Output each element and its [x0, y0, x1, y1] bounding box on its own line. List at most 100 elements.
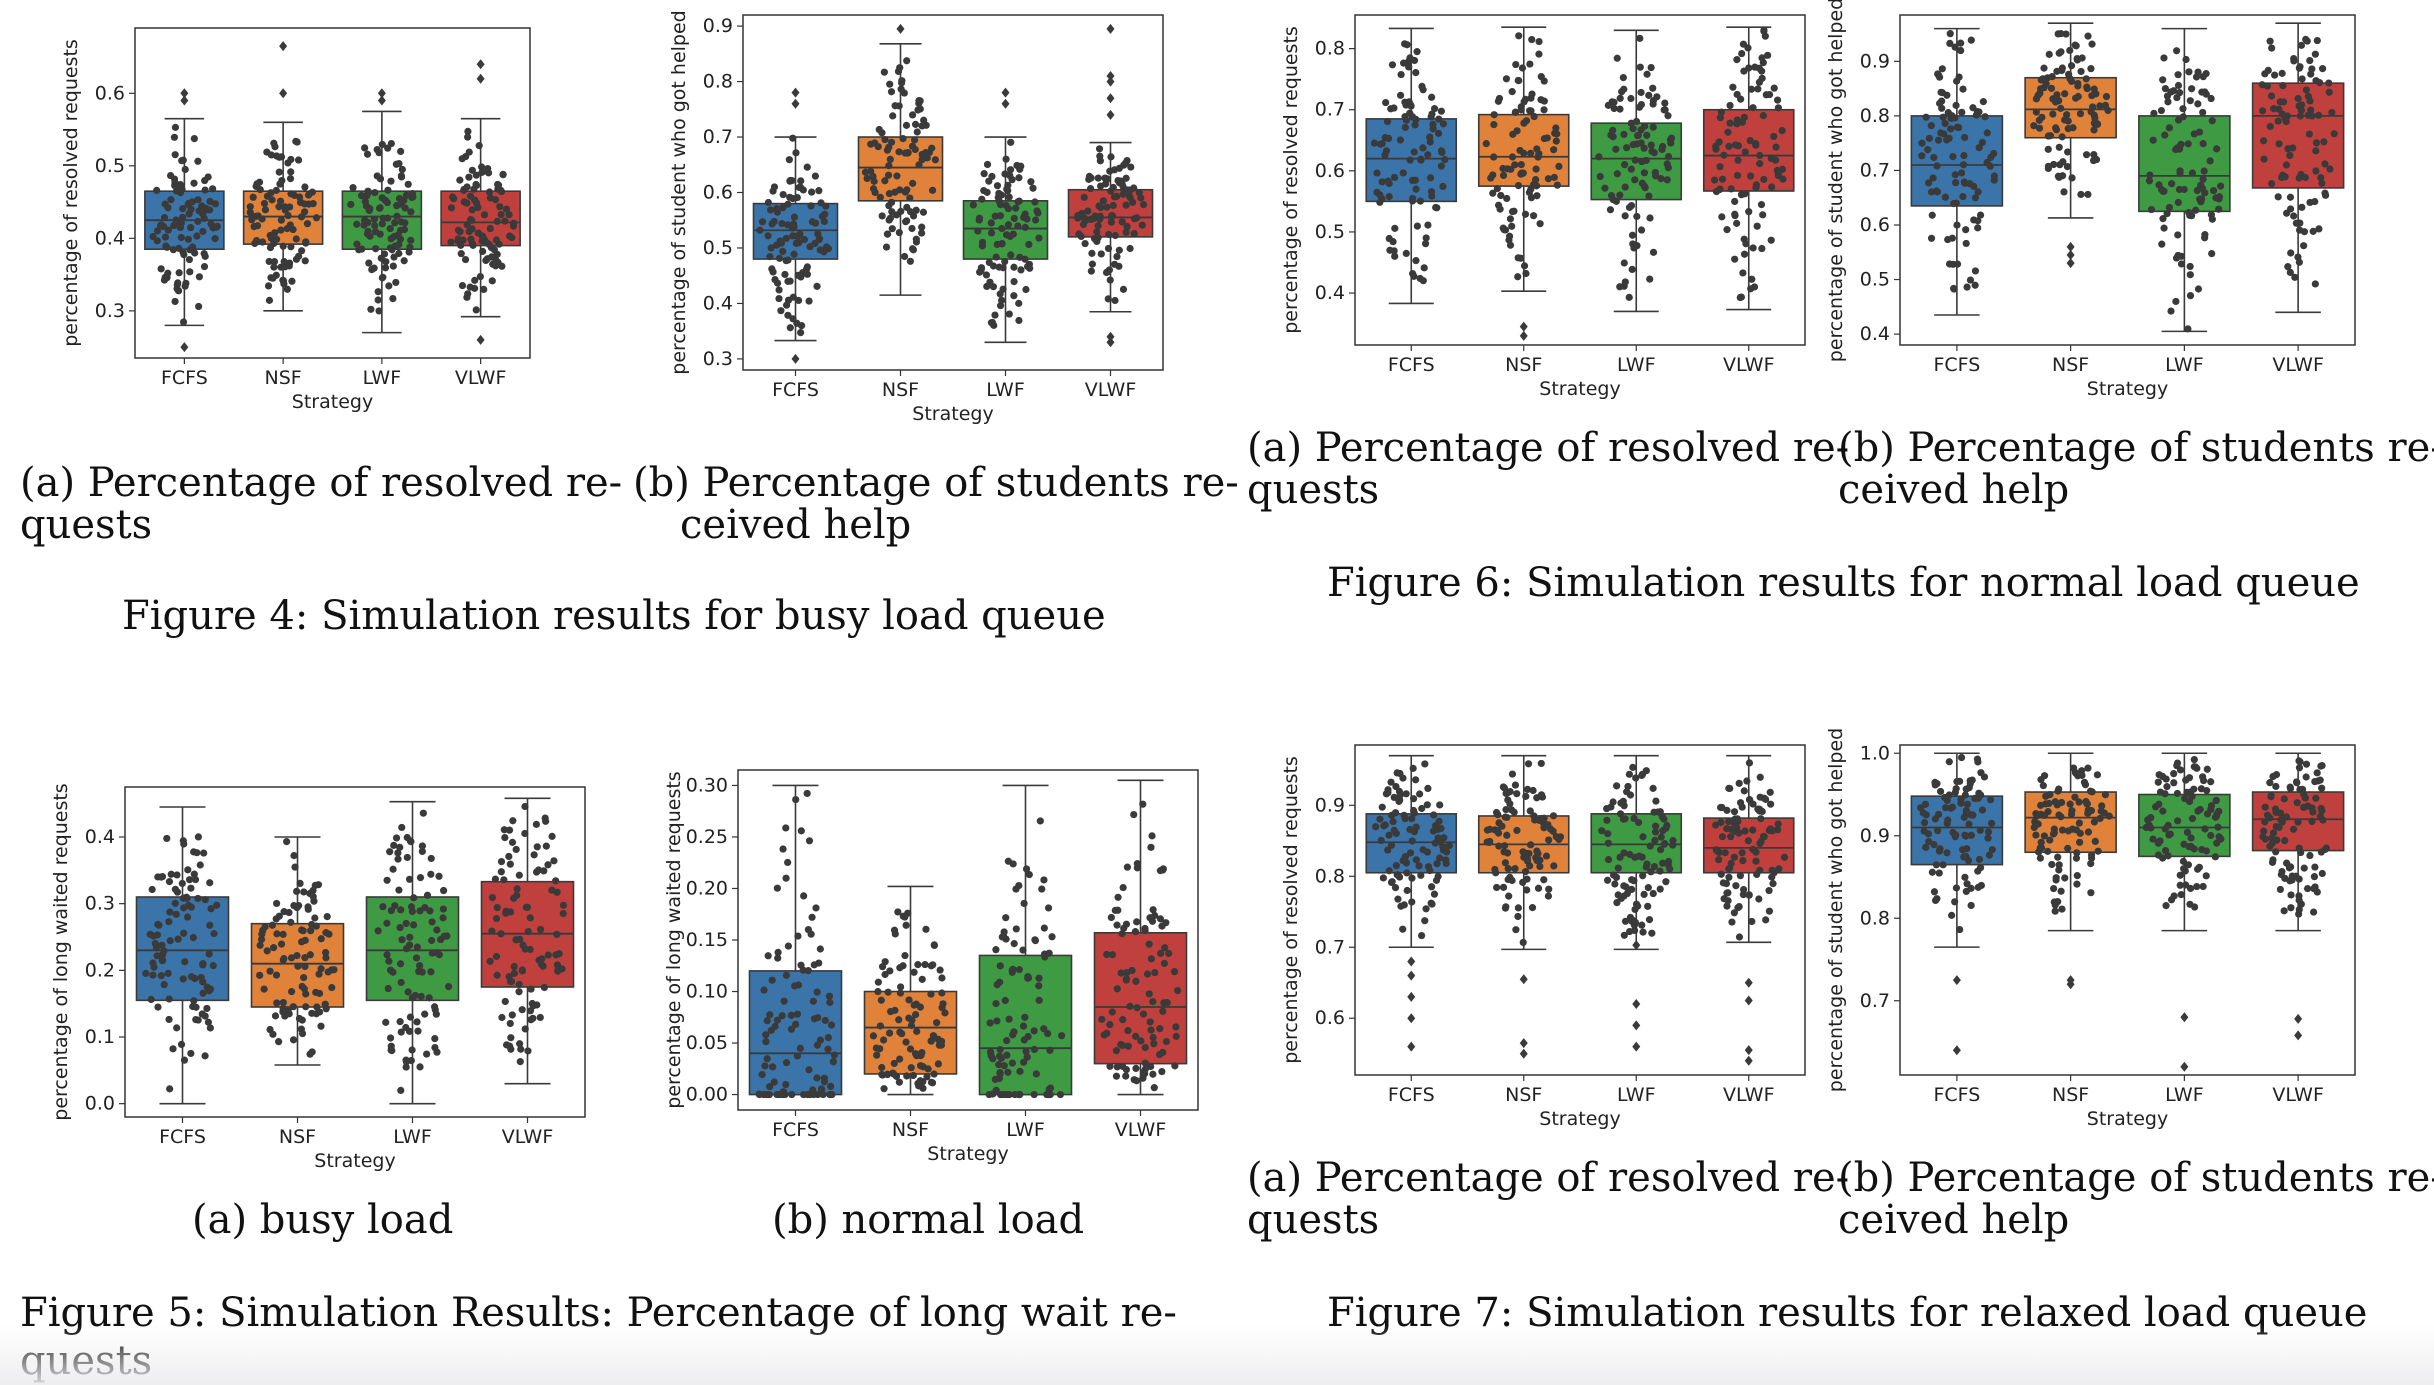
c5b-swarm-point [773, 1016, 781, 1024]
c7a-swarm-point [1620, 892, 1628, 900]
c4a-swarm-point [181, 282, 189, 290]
c7a-swarm-point [1445, 841, 1453, 850]
c5a-swarm-point [515, 988, 523, 996]
c7b-swarm-point [2075, 798, 2083, 806]
c7b-swarm-point [2287, 904, 2295, 912]
c5b-swarm-point [762, 1031, 770, 1039]
c6a-swarm-point [1610, 98, 1618, 106]
c5b-swarm-point [1151, 968, 1159, 977]
c4b-swarm-point [795, 183, 803, 192]
c6a-swarm-point [1745, 64, 1753, 72]
c5b-swarm-point [1161, 944, 1169, 952]
c6a-swarm-point [1737, 191, 1746, 199]
c5b-swarm-point [993, 1017, 1001, 1025]
c5b-swarm-point [908, 1016, 916, 1024]
c5a-swarm-point [206, 921, 214, 929]
c5b-swarm-point [936, 966, 944, 974]
c5a-swarm-point [417, 992, 425, 1001]
c6a-swarm-point [1518, 64, 1527, 72]
c5b-swarm-point [1174, 986, 1182, 995]
c4b-swarm-point [918, 229, 926, 237]
c6a-swarm-point [1620, 259, 1628, 267]
c7b-swarm-point [1931, 896, 1940, 905]
c7b-swarm-point [2260, 827, 2268, 835]
c5b-swarm-point [890, 1059, 898, 1068]
c4a-swarm-point [280, 280, 288, 288]
c5a-swarm-point [154, 1003, 162, 1011]
c6a-swarm-point [1650, 149, 1658, 157]
c6b-swarm-point [2297, 41, 2306, 49]
c4b-swarm-point [885, 190, 894, 198]
c6a-swarm-point [1385, 193, 1393, 201]
c5b-swarm-point [992, 946, 1000, 954]
c4b-swarm-point [861, 168, 870, 176]
c5b-swarm-point [1113, 985, 1121, 993]
c4a-swarm-point [357, 192, 366, 200]
c5a-swarm-point [425, 994, 433, 1002]
c6a-swarm-point [1748, 275, 1756, 283]
c6b-swarm-point [2207, 211, 2216, 219]
c4b-swarm-point [903, 217, 911, 225]
c4b-swarm-point [1127, 163, 1135, 171]
c7a-swarm-point [1506, 800, 1514, 808]
c5a-swarm-point [272, 971, 281, 979]
c7b-swarm-point [2181, 867, 2189, 875]
c4a-swarm-point [301, 257, 309, 265]
c7b-swarm-point [1931, 815, 1939, 823]
c7b-swarm-point [1922, 843, 1930, 851]
chart-fig7-a: 0.6 0.7 0.8 0.9 percentage of resolved reque… [1280, 744, 1815, 1145]
c7a-flier-LWF-2 [1632, 999, 1641, 1010]
c6b-swarm-point [1960, 151, 1968, 160]
c5a-swarm-point [383, 919, 391, 927]
c7b-swarm-point [2166, 830, 2174, 838]
c6a-swarm-point [1500, 226, 1508, 234]
c4b-swarm-point [883, 230, 892, 238]
c5b-swarm-point [825, 992, 834, 1000]
c7b-swarm-point [1933, 780, 1941, 788]
c6a-swarm-point [1410, 148, 1418, 156]
c5a-swarm-point [497, 858, 506, 866]
c6a-swarm-point [1508, 153, 1517, 161]
c6b-swarm-point [2147, 205, 2156, 214]
c6b-swarm-point [1941, 193, 1950, 201]
c4a-swarm-point [261, 206, 270, 214]
c7a-swarm-point [1393, 871, 1401, 879]
c7a-swarm-point [1537, 759, 1545, 768]
c4b-swarm-point [1007, 251, 1015, 259]
c5b-swarm-point [1106, 1020, 1114, 1029]
c6b-swarm-point [2259, 107, 2267, 115]
c7a-flier-LWF-0 [1632, 1041, 1641, 1052]
c4a-swarm-point [252, 236, 261, 245]
c6a-swarm-point [1508, 207, 1517, 216]
c7b-swarm-point [1945, 758, 1953, 766]
c7b-swarm-point [1948, 911, 1956, 919]
c7a-swarm-point [1604, 855, 1613, 864]
c6b-swarm-point [2295, 226, 2304, 234]
c4b-swarm-point [1093, 228, 1101, 236]
c4b-swarm-point [808, 218, 817, 226]
c4b-swarm-point [797, 177, 805, 185]
c7a-swarm-point [1639, 833, 1647, 841]
c6a-swarm-point [1387, 105, 1395, 113]
c5b-swarm-point [1123, 968, 1131, 977]
c7b-ylabel: percentage of student who got helped [1825, 728, 1847, 1092]
c5a-xtick-label-FCFS: FCFS [159, 1126, 206, 1148]
c7a-swarm-point [1511, 781, 1520, 789]
c4b-swarm-point [980, 170, 988, 178]
c5a-swarm-point [298, 938, 306, 946]
c7a-swarm-point [1612, 873, 1621, 881]
c7a-swarm-point [1614, 891, 1622, 899]
c5b-swarm-point [869, 1032, 878, 1040]
c6b-swarm-point [2217, 182, 2225, 190]
c4a-swarm-point [171, 182, 179, 190]
c6a-swarm-point [1424, 151, 1432, 159]
c4b-swarm-point [1012, 204, 1020, 212]
c7a-swarm-point [1421, 917, 1429, 925]
c7a-swarm-point [1730, 909, 1738, 917]
c4a-swarm-point [272, 235, 281, 243]
c7b-swarm-point [1961, 873, 1969, 881]
c7a-swarm-point [1440, 834, 1448, 842]
c7a-xtick-label-FCFS: FCFS [1388, 1084, 1435, 1106]
c7b-swarm-point [2202, 872, 2210, 880]
c5b-swarm-point [898, 1030, 906, 1038]
